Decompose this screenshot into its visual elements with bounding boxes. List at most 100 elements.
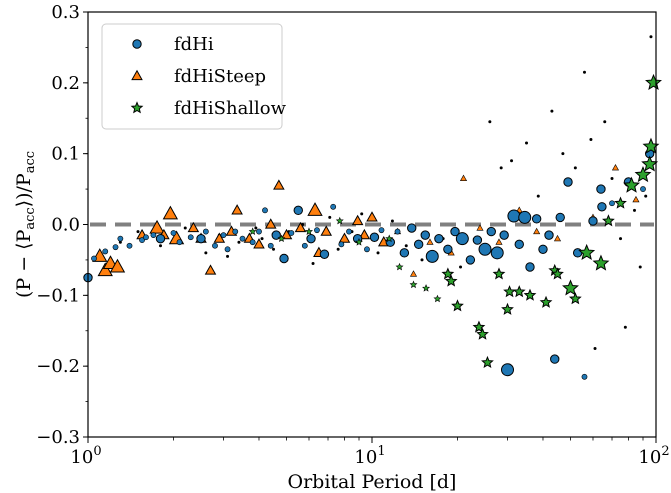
star-marker bbox=[248, 227, 257, 235]
circle-marker bbox=[399, 248, 410, 258]
x-axis-label: Orbital Period [d] bbox=[288, 471, 457, 493]
circle-marker bbox=[139, 237, 145, 243]
star-marker bbox=[422, 284, 431, 292]
circle-marker bbox=[239, 235, 246, 242]
legend-label: fdHi bbox=[174, 34, 214, 55]
data-point bbox=[561, 152, 565, 156]
data-point bbox=[404, 244, 408, 248]
y-tick-label: 0.0 bbox=[51, 215, 80, 236]
circle-marker bbox=[478, 242, 492, 256]
circle-marker bbox=[212, 242, 218, 249]
star-marker bbox=[395, 262, 404, 271]
star-marker bbox=[512, 285, 526, 298]
circle-marker bbox=[232, 228, 239, 235]
data-point bbox=[536, 194, 540, 198]
star-marker bbox=[492, 267, 506, 280]
circle-marker bbox=[256, 228, 262, 235]
data-point bbox=[550, 109, 554, 113]
triangle-marker bbox=[426, 238, 434, 245]
triangle-marker bbox=[459, 174, 468, 181]
circle-marker bbox=[609, 200, 615, 207]
triangle-marker bbox=[307, 202, 323, 216]
triangle-marker bbox=[320, 225, 333, 236]
triangle-marker bbox=[149, 219, 165, 234]
triangle-marker bbox=[476, 224, 484, 231]
star-marker bbox=[602, 214, 615, 227]
star-marker bbox=[277, 234, 286, 243]
data-point bbox=[649, 35, 653, 39]
data-point bbox=[390, 219, 394, 223]
data-point bbox=[204, 251, 208, 255]
circle-marker bbox=[443, 244, 453, 254]
circle-marker bbox=[420, 230, 430, 240]
data-point bbox=[183, 226, 187, 230]
data-point bbox=[237, 240, 241, 244]
data-point bbox=[632, 208, 636, 212]
circle-marker bbox=[486, 226, 496, 237]
circle-marker bbox=[224, 246, 231, 253]
legend-entry-fdhisteep: fdHiSteep bbox=[131, 66, 266, 87]
circle-marker bbox=[338, 241, 345, 248]
data-point bbox=[420, 258, 424, 262]
circle-marker bbox=[117, 235, 124, 242]
data-marks bbox=[83, 35, 662, 380]
data-point bbox=[272, 247, 276, 251]
circle-marker bbox=[514, 239, 524, 250]
legend-box bbox=[101, 23, 283, 130]
triangle-marker bbox=[97, 262, 113, 277]
triangle-marker bbox=[495, 238, 503, 245]
circle-marker bbox=[187, 234, 194, 241]
triangle-marker bbox=[533, 227, 541, 235]
triangle-marker bbox=[162, 205, 179, 220]
circle-marker bbox=[465, 255, 476, 265]
triangle-marker bbox=[273, 179, 285, 190]
axis-labels: Orbital Period [d] (P − ⟨Pacc⟩)/Pacc bbox=[13, 151, 456, 493]
star-marker bbox=[641, 155, 659, 172]
star-marker bbox=[539, 295, 553, 308]
circle-legend-icon bbox=[132, 39, 142, 49]
circle-marker bbox=[563, 177, 573, 187]
data-point bbox=[593, 346, 597, 350]
circle-marker bbox=[597, 202, 607, 212]
x-tick-label: 102 bbox=[638, 444, 669, 468]
circle-marker bbox=[538, 244, 548, 254]
data-point bbox=[360, 212, 364, 216]
star-marker bbox=[305, 227, 313, 235]
data-point bbox=[459, 265, 463, 269]
star-marker bbox=[523, 288, 537, 301]
circle-marker bbox=[413, 239, 424, 250]
circle-marker bbox=[346, 228, 352, 235]
triangle-marker bbox=[366, 211, 378, 222]
y-tick-label: −0.2 bbox=[36, 356, 80, 377]
data-point bbox=[158, 244, 162, 248]
data-point bbox=[328, 215, 332, 219]
circle-marker bbox=[306, 233, 316, 244]
circle-marker bbox=[112, 244, 119, 251]
star-marker bbox=[568, 292, 582, 305]
circle-marker bbox=[407, 223, 417, 233]
circle-marker bbox=[249, 239, 256, 246]
star-marker bbox=[433, 294, 442, 303]
triangle-marker bbox=[213, 232, 226, 243]
y-axis-label: (P − ⟨Pacc⟩)/Pacc bbox=[13, 151, 38, 298]
star-marker bbox=[623, 176, 640, 193]
star-marker bbox=[472, 320, 486, 333]
star-marker bbox=[441, 267, 455, 280]
legend-label: fdHiShallow bbox=[174, 98, 287, 119]
circle-marker bbox=[596, 184, 606, 194]
star-marker bbox=[444, 274, 458, 287]
circle-marker bbox=[581, 373, 588, 380]
triangle-legend-icon bbox=[131, 69, 143, 81]
data-point bbox=[589, 138, 593, 141]
circle-marker bbox=[364, 246, 370, 253]
star-marker bbox=[562, 279, 579, 296]
legend-entry-fdhi: fdHi bbox=[132, 34, 214, 55]
star-marker bbox=[385, 234, 394, 243]
data-point bbox=[376, 251, 380, 255]
data-point bbox=[525, 141, 529, 145]
star-marker bbox=[592, 254, 610, 271]
circle-marker bbox=[202, 228, 209, 235]
triangle-marker bbox=[294, 221, 307, 233]
x-tick-label: 100 bbox=[70, 444, 101, 468]
circle-marker bbox=[155, 233, 166, 244]
